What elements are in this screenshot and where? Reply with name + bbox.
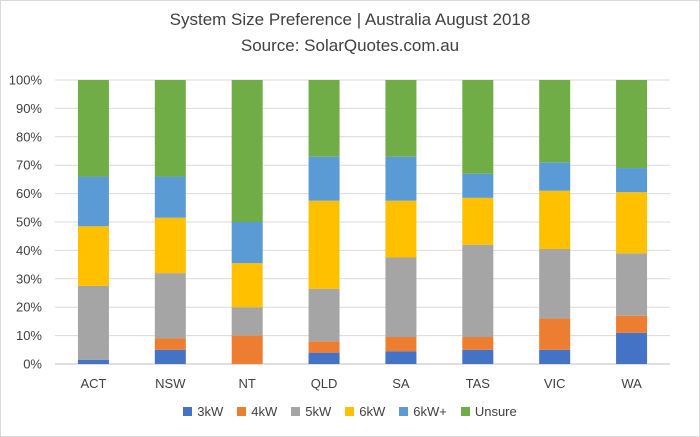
bar-segment [616, 253, 648, 316]
bar-segment [154, 80, 186, 177]
bar-segment [77, 80, 109, 177]
bar-segment [616, 192, 648, 254]
y-tick-label: 60% [16, 186, 42, 201]
legend-label: 6kW+ [413, 404, 447, 419]
bar-segment [616, 80, 648, 169]
legend-swatch [345, 407, 355, 416]
bar-segment [308, 288, 340, 342]
bar-segment [539, 248, 571, 319]
bar-segment [385, 200, 417, 258]
bar-segment [77, 285, 109, 360]
bar-segment [308, 352, 340, 364]
legend-label: 6kW [359, 404, 386, 419]
legend-item: 6kW+ [399, 404, 447, 419]
bar-segment [231, 263, 263, 308]
bar-segment [308, 80, 340, 157]
bar-segment [385, 156, 417, 201]
bar-segment [539, 162, 571, 191]
y-tick-label: 20% [16, 300, 42, 315]
legend-item: 5kW [291, 404, 331, 419]
bar-segment [385, 337, 417, 352]
legend-item: 3kW [183, 404, 223, 419]
bar-segment [231, 222, 263, 264]
chart-subtitle: Source: SolarQuotes.com.au [240, 36, 460, 55]
legend-item: 6kW [345, 404, 385, 419]
y-tick-label: 40% [16, 243, 42, 258]
x-tick-label: TAS [466, 376, 491, 391]
bar-segment [308, 156, 340, 201]
bar-segment [77, 176, 109, 227]
x-tick-label: VIC [544, 376, 566, 391]
x-tick-label: SA [392, 376, 410, 391]
bar-segment [616, 315, 648, 333]
y-tick-label: 30% [16, 271, 42, 286]
y-tick-label: 10% [16, 328, 42, 343]
legend-swatch [237, 407, 247, 416]
y-tick-label: 80% [16, 129, 42, 144]
bar-segment [154, 338, 186, 350]
bar-segment [539, 80, 571, 163]
x-tick-label: QLD [311, 376, 338, 391]
bar-segment [154, 349, 186, 364]
x-tick-label: ACT [80, 376, 106, 391]
y-tick-label: 0% [23, 357, 42, 372]
legend-label: Unsure [474, 404, 517, 419]
bar-segment [462, 244, 494, 338]
bar-segment [385, 257, 417, 338]
bar-segment [539, 318, 571, 350]
bar-segment [539, 190, 571, 249]
legend-item: Unsure [460, 404, 517, 419]
bar-segment [231, 335, 263, 364]
bar-segment [539, 349, 571, 364]
bar-segment [77, 359, 109, 364]
bar-segment [154, 273, 186, 339]
y-tick-label: 90% [16, 101, 42, 116]
chart-legend: 3kW 4kW 5kW 6kW 6kW+ Unsure [0, 404, 700, 419]
bar-segment [462, 349, 494, 364]
bar-segment [462, 337, 494, 350]
legend-swatch [399, 407, 409, 416]
y-tick-label: 50% [16, 215, 42, 230]
bar-segment [308, 341, 340, 353]
bar-segment [154, 217, 186, 274]
legend-swatch [183, 407, 193, 416]
bar-segment [385, 351, 417, 364]
y-tick-label: 100% [9, 73, 43, 88]
x-tick-label: NSW [155, 376, 186, 391]
legend-label: 4kW [251, 404, 278, 419]
bar-segment [231, 80, 263, 222]
y-tick-label: 70% [16, 158, 42, 173]
bar-segment [385, 80, 417, 157]
legend-label: 5kW [305, 404, 332, 419]
bar-segment [308, 200, 340, 289]
bar-segment [231, 307, 263, 336]
bar-segment [462, 173, 494, 198]
bar-segment [616, 168, 648, 193]
legend-swatch [460, 407, 470, 416]
bar-segment [77, 226, 109, 286]
legend-item: 4kW [237, 404, 277, 419]
bar-segment [462, 80, 494, 174]
bar-segment [462, 197, 494, 245]
x-tick-label: WA [621, 376, 642, 391]
x-tick-label: NT [239, 376, 256, 391]
legend-label: 3kW [197, 404, 224, 419]
bar-segment [616, 332, 648, 364]
chart-title: System Size Preference | Australia Augus… [169, 10, 531, 29]
legend-swatch [291, 407, 301, 416]
bar-segment [154, 176, 186, 218]
